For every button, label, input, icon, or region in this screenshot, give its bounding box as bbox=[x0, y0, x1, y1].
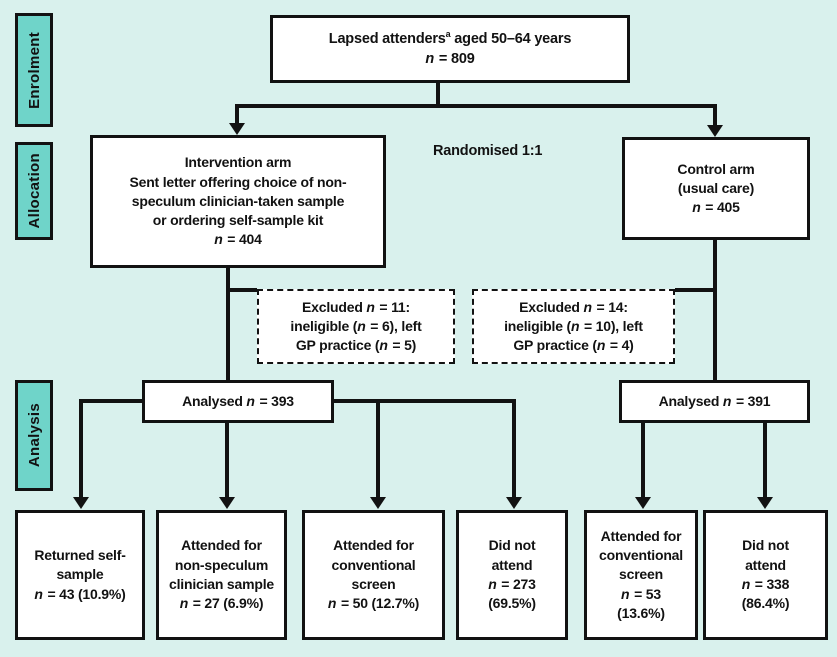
connector-excluded-intervention bbox=[226, 288, 257, 292]
connector-drop-conventional-control bbox=[641, 423, 645, 497]
box-attended-conventional-intervention: Attended for conventional screen n = 50 (12… bbox=[302, 510, 445, 640]
box-excluded-control-text: Excluded n = 14: ineligible (n = 10), lef… bbox=[504, 298, 643, 354]
arrowhead-into-non-speculum bbox=[219, 497, 235, 509]
connector-control-stem bbox=[713, 240, 717, 380]
connector-population-stem bbox=[436, 83, 440, 108]
arrowhead-into-intervention bbox=[229, 123, 245, 135]
arrowhead-into-conventional-control bbox=[635, 497, 651, 509]
stage-label-enrolment: Enrolment bbox=[15, 13, 53, 127]
box-attended-non-speculum-text: Attended for non-speculum clinician sample… bbox=[169, 537, 274, 612]
stage-label-allocation-text: Allocation bbox=[25, 153, 43, 229]
connector-intervention-stem bbox=[226, 268, 230, 380]
arrowhead-into-conventional-intervention bbox=[370, 497, 386, 509]
box-did-not-attend-intervention: Did not attend n = 273 (69.5%) bbox=[456, 510, 568, 640]
box-population: Lapsed attendersa aged 50–64 years n = 80… bbox=[270, 15, 630, 83]
box-intervention-arm: Intervention arm Sent letter offering cho… bbox=[90, 135, 386, 268]
box-control-arm-text: Control arm (usual care) n = 405 bbox=[677, 160, 755, 216]
box-analysed-control-text: Analysed n = 391 bbox=[658, 392, 771, 409]
connector-drop-control bbox=[713, 104, 717, 125]
box-analysed-control: Analysed n = 391 bbox=[619, 380, 810, 423]
box-control-arm: Control arm (usual care) n = 405 bbox=[622, 137, 810, 240]
box-attended-non-speculum: Attended for non-speculum clinician sample… bbox=[156, 510, 287, 640]
box-returned-self-sample: Returned self-sample n = 43 (10.9%) bbox=[15, 510, 145, 640]
connector-drop-returned-self-sample bbox=[79, 399, 83, 497]
box-attended-conventional-control-text: Attended for conventional screen n = 53 (13.… bbox=[599, 527, 683, 621]
stage-label-allocation: Allocation bbox=[15, 142, 53, 240]
box-did-not-attend-control-text: Did not attend n = 338 (86.4%) bbox=[741, 537, 790, 612]
stage-label-analysis: Analysis bbox=[15, 380, 53, 491]
box-population-text: Lapsed attendersa aged 50–64 years n = 80… bbox=[328, 29, 572, 67]
box-excluded-control: Excluded n = 14: ineligible (n = 10), lef… bbox=[472, 289, 675, 364]
stage-label-analysis-text: Analysis bbox=[25, 403, 43, 468]
box-analysed-intervention-text: Analysed n = 393 bbox=[182, 392, 294, 409]
stage-label-enrolment-text: Enrolment bbox=[25, 31, 43, 109]
box-returned-self-sample-text: Returned self-sample n = 43 (10.9%) bbox=[34, 547, 126, 602]
connector-drop-did-not-attend-control bbox=[763, 423, 767, 497]
box-attended-conventional-control: Attended for conventional screen n = 53 (13.… bbox=[584, 510, 698, 640]
arrowhead-into-control bbox=[707, 125, 723, 137]
connector-drop-did-not-attend-intervention bbox=[512, 399, 516, 497]
box-excluded-intervention: Excluded n = 11: ineligible (n = 6), left… bbox=[257, 289, 455, 364]
box-did-not-attend-control: Did not attend n = 338 (86.4%) bbox=[703, 510, 828, 640]
connector-drop-non-speculum bbox=[225, 423, 229, 497]
arrowhead-into-returned-self-sample bbox=[73, 497, 89, 509]
box-attended-conventional-intervention-text: Attended for conventional screen n = 50 (12… bbox=[327, 537, 420, 612]
box-did-not-attend-intervention-text: Did not attend n = 273 (69.5%) bbox=[488, 537, 536, 612]
connector-drop-conventional-intervention bbox=[376, 399, 380, 497]
arrowhead-into-did-not-attend-intervention bbox=[506, 497, 522, 509]
connector-arm-right bbox=[334, 399, 516, 403]
connector-arm-left bbox=[80, 399, 142, 403]
arrowhead-into-did-not-attend-control bbox=[757, 497, 773, 509]
connector-drop-intervention bbox=[235, 104, 239, 124]
box-analysed-intervention: Analysed n = 393 bbox=[142, 380, 334, 423]
connector-excluded-control bbox=[675, 288, 717, 292]
box-excluded-intervention-text: Excluded n = 11: ineligible (n = 6), left… bbox=[290, 298, 422, 354]
box-intervention-arm-text: Intervention arm Sent letter offering cho… bbox=[129, 154, 347, 248]
connector-randomisation-split bbox=[235, 104, 717, 108]
randomised-ratio-label: Randomised 1:1 bbox=[433, 143, 543, 159]
